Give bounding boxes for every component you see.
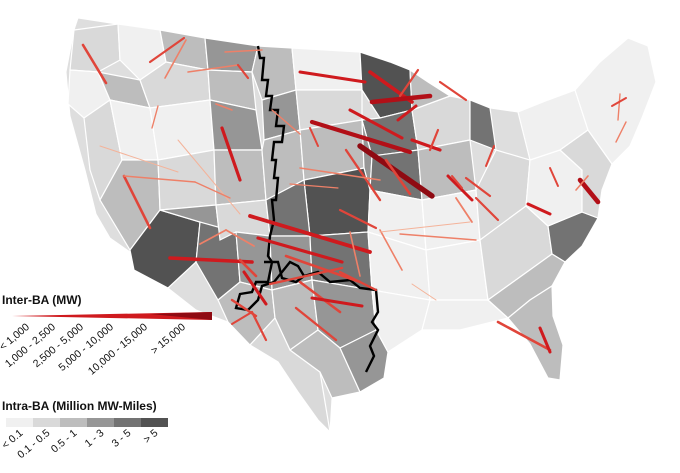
flow-line <box>294 306 338 342</box>
ba-region <box>425 239 489 301</box>
ba-region <box>149 99 215 161</box>
flow-line <box>611 97 627 107</box>
flow-line <box>199 229 227 245</box>
flow-line <box>225 229 255 247</box>
flow-line <box>451 175 463 189</box>
ba-region <box>371 289 431 353</box>
flow-line <box>151 105 159 129</box>
flow-line <box>164 39 187 79</box>
flow-line <box>168 256 254 264</box>
flow-line <box>344 148 382 202</box>
flow-line <box>242 270 268 306</box>
flow-line <box>177 139 241 215</box>
western-eastern-boundary <box>234 45 286 312</box>
ba-region <box>303 167 371 237</box>
flow-line <box>399 233 477 241</box>
ba-region <box>507 284 564 381</box>
intra-ba-class-label: 3 - 5 <box>110 427 134 450</box>
flow-line <box>309 119 413 155</box>
flow-line <box>123 175 196 183</box>
flow-line <box>299 167 381 181</box>
flow-line <box>81 43 108 85</box>
intra-ba-swatch <box>33 418 60 427</box>
flow-line <box>357 143 435 199</box>
flow-line <box>310 296 364 308</box>
flow-line <box>615 121 627 143</box>
intra-ba-swatch <box>60 418 87 427</box>
inter-ba-scale-bar-dark <box>150 312 212 320</box>
flow-line <box>538 326 552 354</box>
flow-line <box>410 138 442 152</box>
flow-line <box>398 68 420 98</box>
flow-line <box>485 145 495 167</box>
intra-ba-swatch <box>114 418 141 427</box>
ba-regions <box>67 23 657 434</box>
flow-line <box>122 174 152 230</box>
ba-region <box>204 37 259 73</box>
flow-line <box>338 270 378 292</box>
flow-line <box>349 231 361 277</box>
flow-line <box>284 254 362 284</box>
flow-line <box>298 70 367 84</box>
flow-line <box>148 36 186 64</box>
flow-line <box>250 310 268 342</box>
ba-region <box>339 329 389 393</box>
inter-ba-class-label: 10,000 - 15,000 <box>86 321 150 378</box>
flow-line <box>379 221 471 233</box>
flow-line <box>464 176 492 198</box>
intra-ba-class-label: > 5 <box>141 427 160 446</box>
flow-line <box>194 181 231 199</box>
flow-line <box>298 280 342 314</box>
flow-line <box>369 93 433 105</box>
flow-line <box>236 63 250 80</box>
flow-line <box>549 167 559 187</box>
flow-line <box>575 175 589 191</box>
flow-line <box>496 320 552 352</box>
flow-line <box>438 80 468 102</box>
flow-line <box>428 128 440 152</box>
inter-ba-class-label: > 15,000 <box>149 321 188 357</box>
flow-line <box>309 127 319 147</box>
ba-region <box>69 23 121 73</box>
flow-line <box>187 64 239 73</box>
ba-region <box>574 37 657 165</box>
ba-region <box>421 299 510 331</box>
flow-line <box>617 93 621 121</box>
flow-line <box>224 49 263 53</box>
flow-line <box>411 283 437 301</box>
ercot-west-boundary <box>264 260 305 284</box>
flow-line <box>474 196 500 222</box>
flow-line <box>268 266 344 286</box>
intra-ba-swatch <box>141 418 168 427</box>
flow-line <box>338 208 378 230</box>
intra-ba-legend: Intra-BA (Million MW-Miles) < 0.10.1 - 0… <box>0 399 168 461</box>
flow-line <box>379 229 403 271</box>
inter-ba-flows <box>81 36 627 354</box>
flow-line <box>256 236 344 264</box>
flow-line <box>384 158 412 196</box>
flow-line <box>220 126 242 182</box>
flow-line <box>577 177 601 205</box>
flow-line <box>271 109 301 135</box>
flow-line <box>289 183 339 189</box>
flow-line <box>526 202 552 216</box>
flow-line <box>348 108 404 140</box>
intra-ba-class-label: 0.5 - 1 <box>49 427 80 455</box>
flow-line <box>215 103 233 111</box>
flow-line <box>248 214 372 254</box>
flow-line <box>231 311 253 325</box>
ba-region <box>291 47 363 91</box>
flow-line <box>238 258 258 278</box>
intra-ba-legend-title: Intra-BA (Million MW-Miles) <box>2 399 157 413</box>
inter-ba-legend-title: Inter-BA (MW) <box>2 293 82 307</box>
flow-line <box>455 197 473 223</box>
intra-ba-class-label: 1 - 3 <box>83 427 107 450</box>
flow-line <box>99 145 179 173</box>
intra-ba-swatch <box>6 418 33 427</box>
flow-line <box>396 104 418 122</box>
flow-line <box>446 174 474 202</box>
intra-ba-swatch <box>87 418 114 427</box>
